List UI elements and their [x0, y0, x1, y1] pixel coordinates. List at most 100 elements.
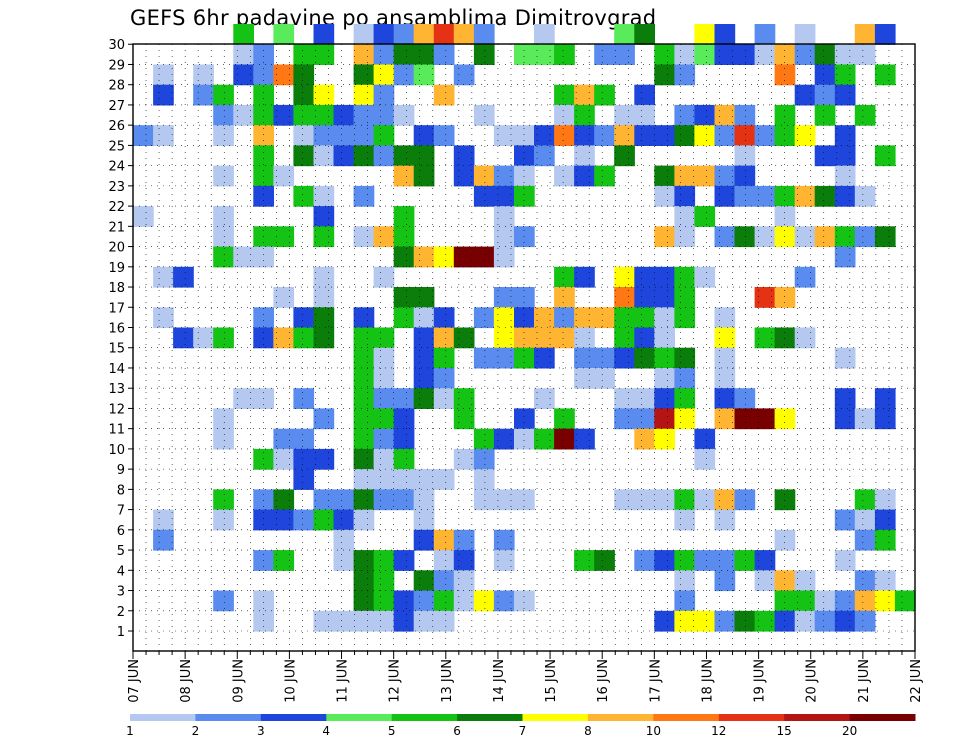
heatmap-cell	[253, 145, 274, 167]
heatmap-cell	[634, 307, 655, 329]
heatmap-cell	[373, 428, 395, 450]
heatmap-cell	[293, 145, 315, 167]
heatmap-cell	[433, 550, 455, 571]
x-tick-label: 10 JUN	[283, 659, 298, 703]
heatmap-cell	[393, 469, 415, 490]
heatmap-cell	[153, 307, 174, 329]
heatmap-cell	[574, 327, 595, 349]
heatmap-cell	[834, 347, 856, 369]
heatmap-cell	[373, 388, 395, 409]
heatmap-cell	[874, 388, 896, 409]
heatmap-cell	[313, 206, 335, 227]
heatmap-cell	[674, 125, 696, 146]
heatmap-cell	[854, 24, 876, 45]
heatmap-cell	[433, 388, 455, 409]
heatmap-cell	[534, 347, 555, 369]
heatmap-cell	[373, 104, 395, 126]
heatmap-cell	[714, 489, 736, 511]
colorbar-label: 10	[646, 724, 661, 738]
heatmap-cell	[674, 550, 696, 571]
heatmap-cell	[554, 125, 575, 146]
heatmap-cell	[594, 347, 615, 369]
x-tick-label: 15 JUN	[544, 659, 559, 703]
heatmap-cell	[874, 226, 896, 248]
colorbar-label: 8	[584, 724, 592, 738]
heatmap-cell	[453, 388, 475, 409]
colorbar-label: 7	[519, 724, 527, 738]
heatmap-cell	[253, 84, 274, 106]
heatmap-cell	[153, 84, 174, 106]
y-tick-label: 18	[108, 281, 125, 296]
heatmap-cell	[213, 327, 234, 349]
heatmap-cell	[373, 550, 395, 571]
heatmap-cell	[313, 307, 335, 329]
heatmap-cell	[413, 44, 435, 65]
heatmap-cell	[273, 428, 295, 450]
y-tick-label: 22	[108, 200, 125, 215]
heatmap-cell	[473, 489, 495, 511]
y-tick-label: 20	[108, 241, 125, 256]
heatmap-cell	[614, 408, 635, 430]
heatmap-cell	[493, 347, 515, 369]
heatmap-cell	[393, 44, 415, 65]
heatmap-cell	[614, 327, 635, 349]
heatmap-cell	[493, 287, 515, 308]
heatmap-cell	[874, 489, 896, 511]
heatmap-cell	[574, 347, 595, 369]
heatmap-cell	[794, 226, 816, 248]
heatmap-cell	[433, 590, 455, 612]
heatmap-cell	[714, 509, 736, 531]
heatmap-cell	[774, 610, 796, 632]
colorbar-label: 2	[192, 724, 200, 738]
heatmap-cell	[714, 550, 736, 571]
heatmap-cell	[313, 145, 335, 167]
heatmap-cell	[253, 610, 274, 632]
colorbar-label: 3	[257, 724, 265, 738]
y-tick-label: 1	[117, 625, 125, 640]
heatmap-cell	[413, 610, 435, 632]
y-tick-label: 21	[108, 220, 125, 235]
heatmap-cell	[834, 226, 856, 248]
heatmap-cell	[594, 84, 615, 106]
colorbar-segment	[587, 714, 654, 721]
heatmap-cell	[473, 469, 495, 490]
heatmap-cell	[213, 246, 234, 268]
heatmap-cell	[293, 509, 315, 531]
heatmap-cell	[774, 104, 796, 126]
heatmap-cell	[874, 529, 896, 551]
heatmap-cell	[233, 246, 254, 268]
heatmap-cell	[714, 185, 736, 207]
heatmap-cell	[333, 550, 355, 571]
heatmap-cell	[353, 145, 375, 167]
heatmap-cell	[554, 408, 575, 430]
heatmap-cell	[373, 64, 395, 86]
x-tick-label: 19 JUN	[753, 659, 768, 703]
heatmap-cell	[393, 104, 415, 126]
heatmap-cell	[193, 327, 214, 349]
heatmap-cell	[674, 489, 696, 511]
heatmap-cell	[594, 44, 615, 65]
heatmap-cell	[493, 428, 515, 450]
heatmap-cell	[413, 509, 435, 531]
heatmap-cell	[854, 610, 876, 632]
heatmap-cell	[874, 509, 896, 531]
heatmap-cell	[594, 125, 615, 146]
heatmap-cell	[694, 550, 716, 571]
heatmap-cell	[814, 145, 836, 167]
colorbar-segment	[195, 714, 262, 721]
heatmap-cell	[473, 246, 495, 268]
heatmap-cell	[333, 610, 355, 632]
heatmap-cell	[734, 44, 756, 65]
heatmap-cell	[453, 64, 475, 86]
colorbar-segment	[784, 714, 851, 721]
heatmap-cell	[413, 347, 435, 369]
heatmap-cell	[253, 104, 274, 126]
heatmap-cell	[774, 529, 796, 551]
heatmap-cell	[774, 185, 796, 207]
x-tick-label: 22 JUN	[909, 659, 924, 703]
colorbar-segment	[130, 714, 196, 721]
heatmap-cell	[333, 529, 355, 551]
heatmap-cell	[834, 388, 856, 409]
y-tick-label: 25	[108, 139, 125, 154]
heatmap-cell	[273, 287, 295, 308]
